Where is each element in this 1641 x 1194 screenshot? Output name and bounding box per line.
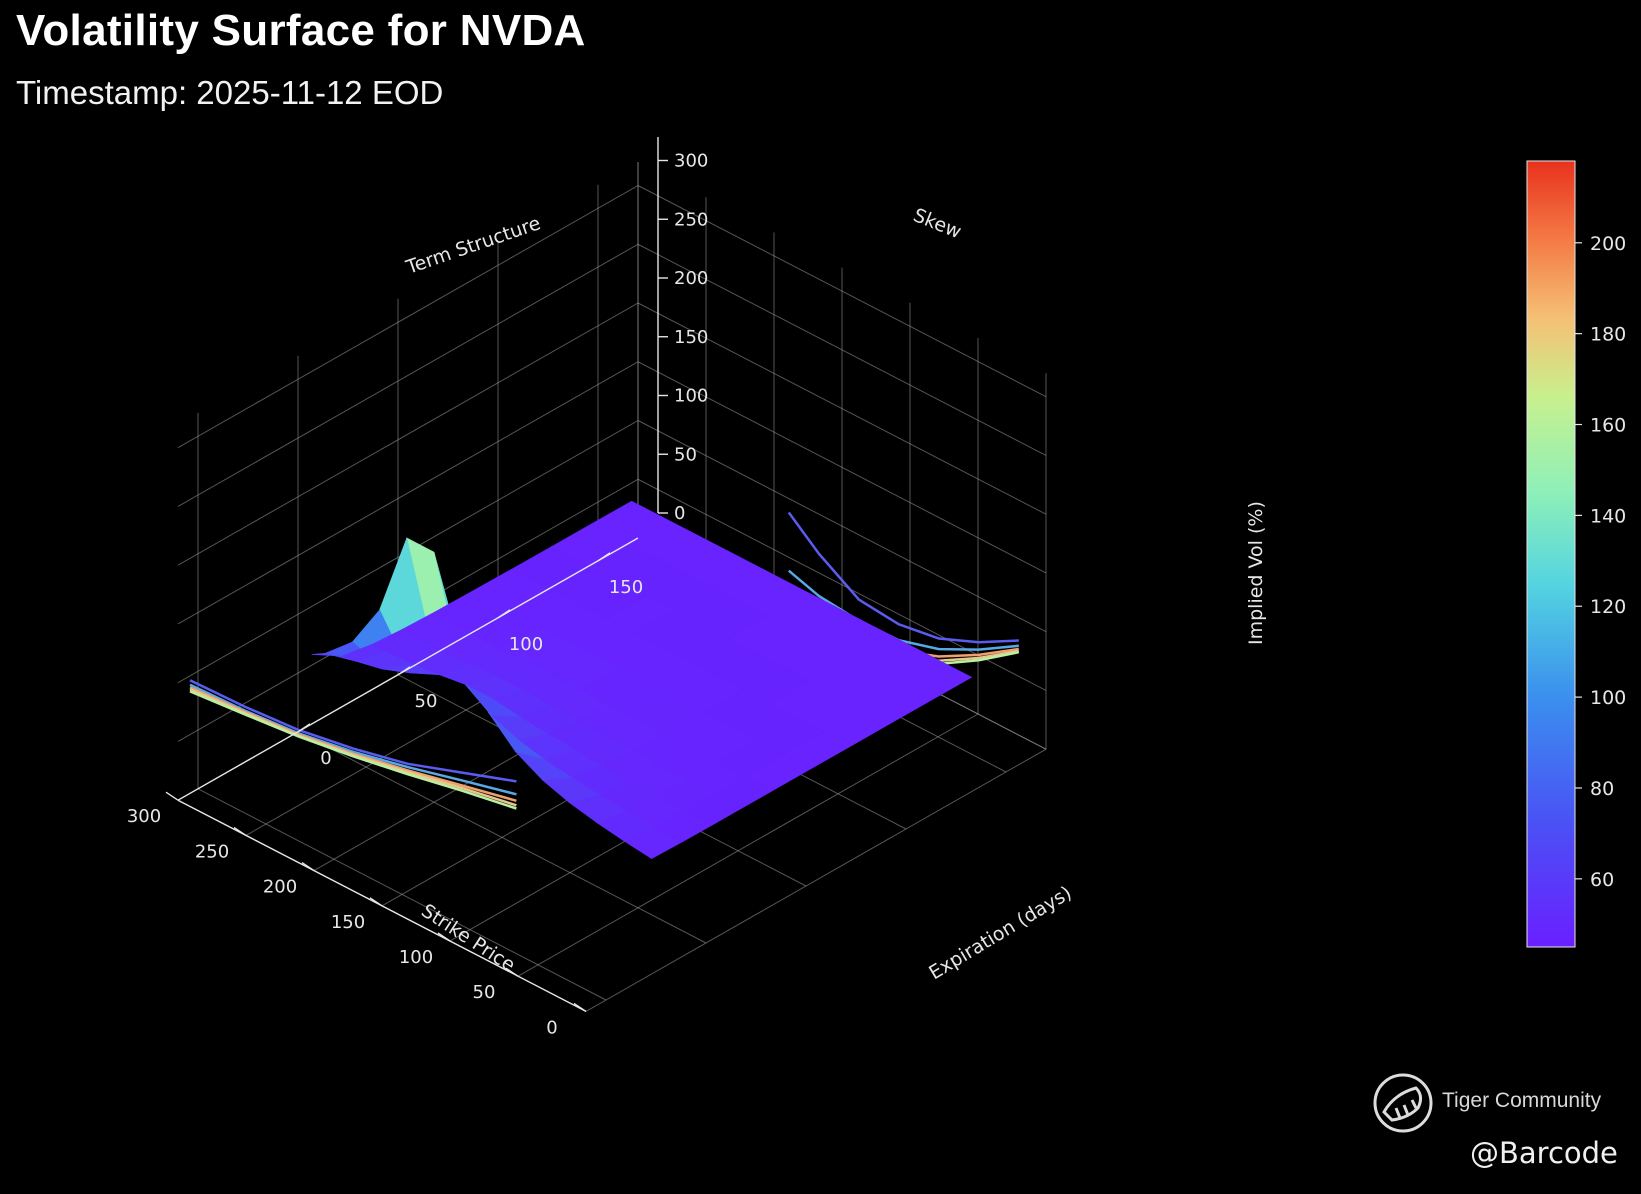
colorbar [1526, 160, 1576, 948]
z-tick-label: 0 [674, 503, 685, 524]
x-tick [437, 932, 451, 942]
watermark-text: Tiger Community [1442, 1089, 1602, 1112]
y-tick [497, 609, 511, 619]
z-tick-label: 50 [674, 444, 697, 465]
x-tick-label: 0 [546, 1017, 557, 1038]
grid-line [177, 185, 639, 449]
x-tick-label: 100 [399, 947, 433, 968]
y-axis-label: Expiration (days) [925, 882, 1075, 984]
colorbar-tick-label: 200 [1590, 233, 1626, 255]
colorbar-tick-label: 140 [1590, 505, 1626, 527]
y-tick-label: 150 [609, 577, 643, 598]
grid-line [177, 361, 639, 625]
colorbar-tick-label: 60 [1590, 869, 1614, 891]
colorbar-tick-label: 120 [1590, 596, 1626, 618]
x-tick [573, 1002, 587, 1012]
grid-line [637, 420, 1047, 633]
colorbar-tick-label: 100 [1590, 687, 1626, 709]
x-tick-label: 50 [473, 982, 496, 1003]
colorbar-ticks: 60 80 100 120 140 160 180 200 [1575, 233, 1626, 891]
y-tick [597, 552, 611, 562]
term-structure-line [787, 511, 1019, 644]
grid-line [637, 185, 1047, 398]
projection-label-term: Term Structure [403, 212, 544, 279]
grid-line [177, 243, 639, 507]
x-tick-label: 200 [263, 877, 297, 898]
grid-line [637, 243, 1047, 456]
x-tick-label: 150 [331, 912, 365, 933]
colorbar-tick-label: 160 [1590, 415, 1626, 437]
y-tick-label: 100 [509, 634, 543, 655]
surface [311, 500, 973, 859]
skew-line [189, 690, 517, 810]
y-axis-line [177, 537, 639, 801]
grid-line [177, 302, 639, 566]
x-tick [165, 791, 179, 801]
x-tick-label: 300 [127, 806, 161, 827]
skew-line [189, 683, 517, 796]
chart-title: Volatility Surface for NVDA [16, 6, 586, 55]
chart-subtitle: Timestamp: 2025-11-12 EOD [16, 74, 444, 111]
colorbar-tick-label: 80 [1590, 778, 1614, 800]
author-handle: @Barcode [1470, 1136, 1618, 1170]
z-tick-label: 250 [674, 209, 708, 230]
colorbar-tick-label: 180 [1590, 324, 1626, 346]
axes: 0 50 100 150 200 250 300 0 50 100 150 0 50 100 150 200 2… [127, 137, 708, 1038]
z-tick-label: 300 [674, 151, 708, 172]
z-tick-label: 100 [674, 386, 708, 407]
z-tick-label: 200 [674, 268, 708, 289]
tiger-community-logo-icon [1373, 1073, 1433, 1133]
y-tick-label: 50 [415, 691, 438, 712]
grid-line [297, 731, 707, 944]
x-tick [301, 862, 315, 872]
surface-patch [590, 500, 646, 532]
y-tick-label: 0 [320, 748, 331, 769]
x-tick [369, 897, 383, 907]
grid-line [637, 302, 1047, 515]
x-tick-label: 250 [195, 841, 229, 862]
skew-line [189, 679, 517, 783]
grid-line [585, 748, 1047, 1012]
y-tick [297, 723, 311, 733]
x-tick [233, 826, 247, 836]
grid-line [517, 713, 979, 977]
grid-line [197, 788, 607, 1001]
x-tick [505, 967, 519, 977]
grid-line [637, 361, 1047, 574]
z-tick-label: 150 [674, 327, 708, 348]
y-tick [397, 666, 411, 676]
z-axis-label: Implied Vol (%) [1245, 501, 1267, 645]
projection-label-skew: Skew [910, 204, 964, 243]
